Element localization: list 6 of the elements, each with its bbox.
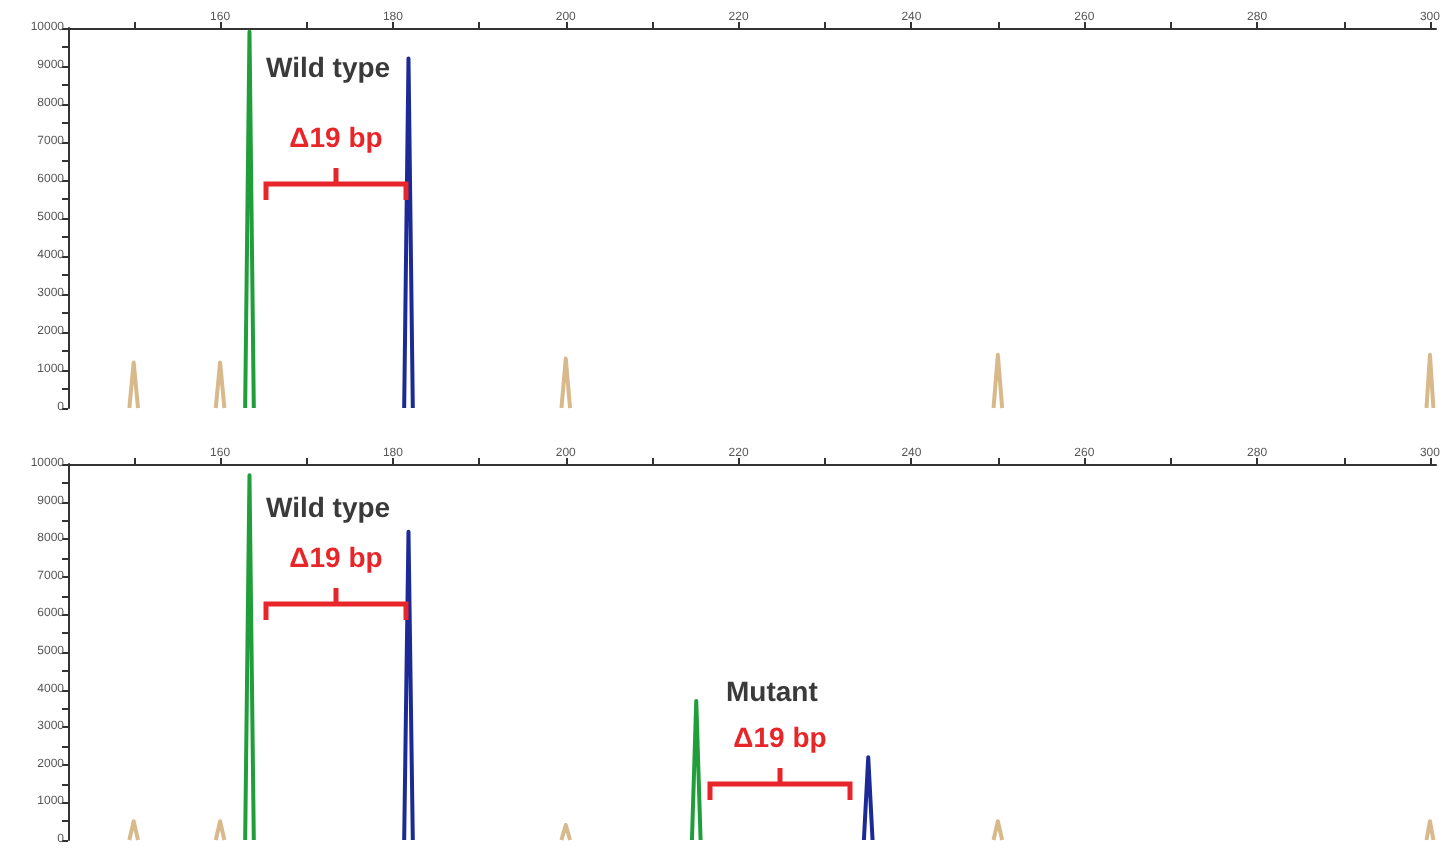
annotation: Δ19 bp xyxy=(289,541,383,574)
annotation: Wild type xyxy=(266,491,391,524)
annotation: Δ19 bp xyxy=(733,721,827,754)
annotation: Mutant xyxy=(726,675,819,708)
annotation: Δ19 bp xyxy=(289,121,383,154)
annotation: Wild type xyxy=(266,51,391,84)
